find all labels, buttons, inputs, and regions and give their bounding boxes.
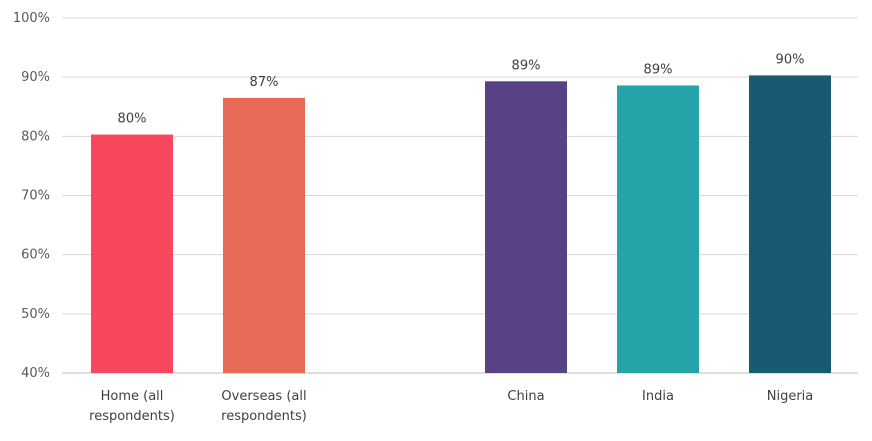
category-label: Overseas (all — [221, 389, 306, 404]
data-label: 87% — [250, 75, 279, 90]
data-label: 90% — [776, 52, 805, 67]
bar — [617, 85, 699, 373]
x-axis-categories: Home (all respondents) Overseas (all respon… — [89, 389, 813, 424]
bar — [91, 134, 173, 373]
y-tick-label: 70% — [21, 189, 50, 204]
y-tick-label: 80% — [21, 129, 50, 144]
category-label: Nigeria — [767, 389, 814, 404]
bar — [749, 75, 831, 374]
y-tick-label: 90% — [21, 70, 50, 85]
category-label: Home (all — [101, 389, 164, 404]
y-tick-label: 50% — [21, 307, 50, 322]
y-tick-label: 60% — [21, 248, 50, 263]
y-tick-label: 100% — [13, 11, 50, 26]
data-label: 80% — [118, 112, 147, 127]
data-label: 89% — [644, 62, 673, 77]
data-labels: 80% 87% 89% 89% 90% — [118, 52, 805, 126]
bars — [91, 75, 831, 374]
data-label: 89% — [512, 58, 541, 73]
y-axis-ticks: 40% 50% 60% 70% 80% 90% 100% — [13, 11, 50, 381]
category-label: China — [507, 389, 544, 404]
category-label: respondents) — [221, 409, 307, 424]
category-label: India — [642, 389, 674, 404]
category-label: respondents) — [89, 409, 175, 424]
gridlines — [62, 17, 858, 374]
bar — [223, 97, 305, 373]
bar — [485, 81, 567, 373]
y-tick-label: 40% — [21, 366, 50, 381]
